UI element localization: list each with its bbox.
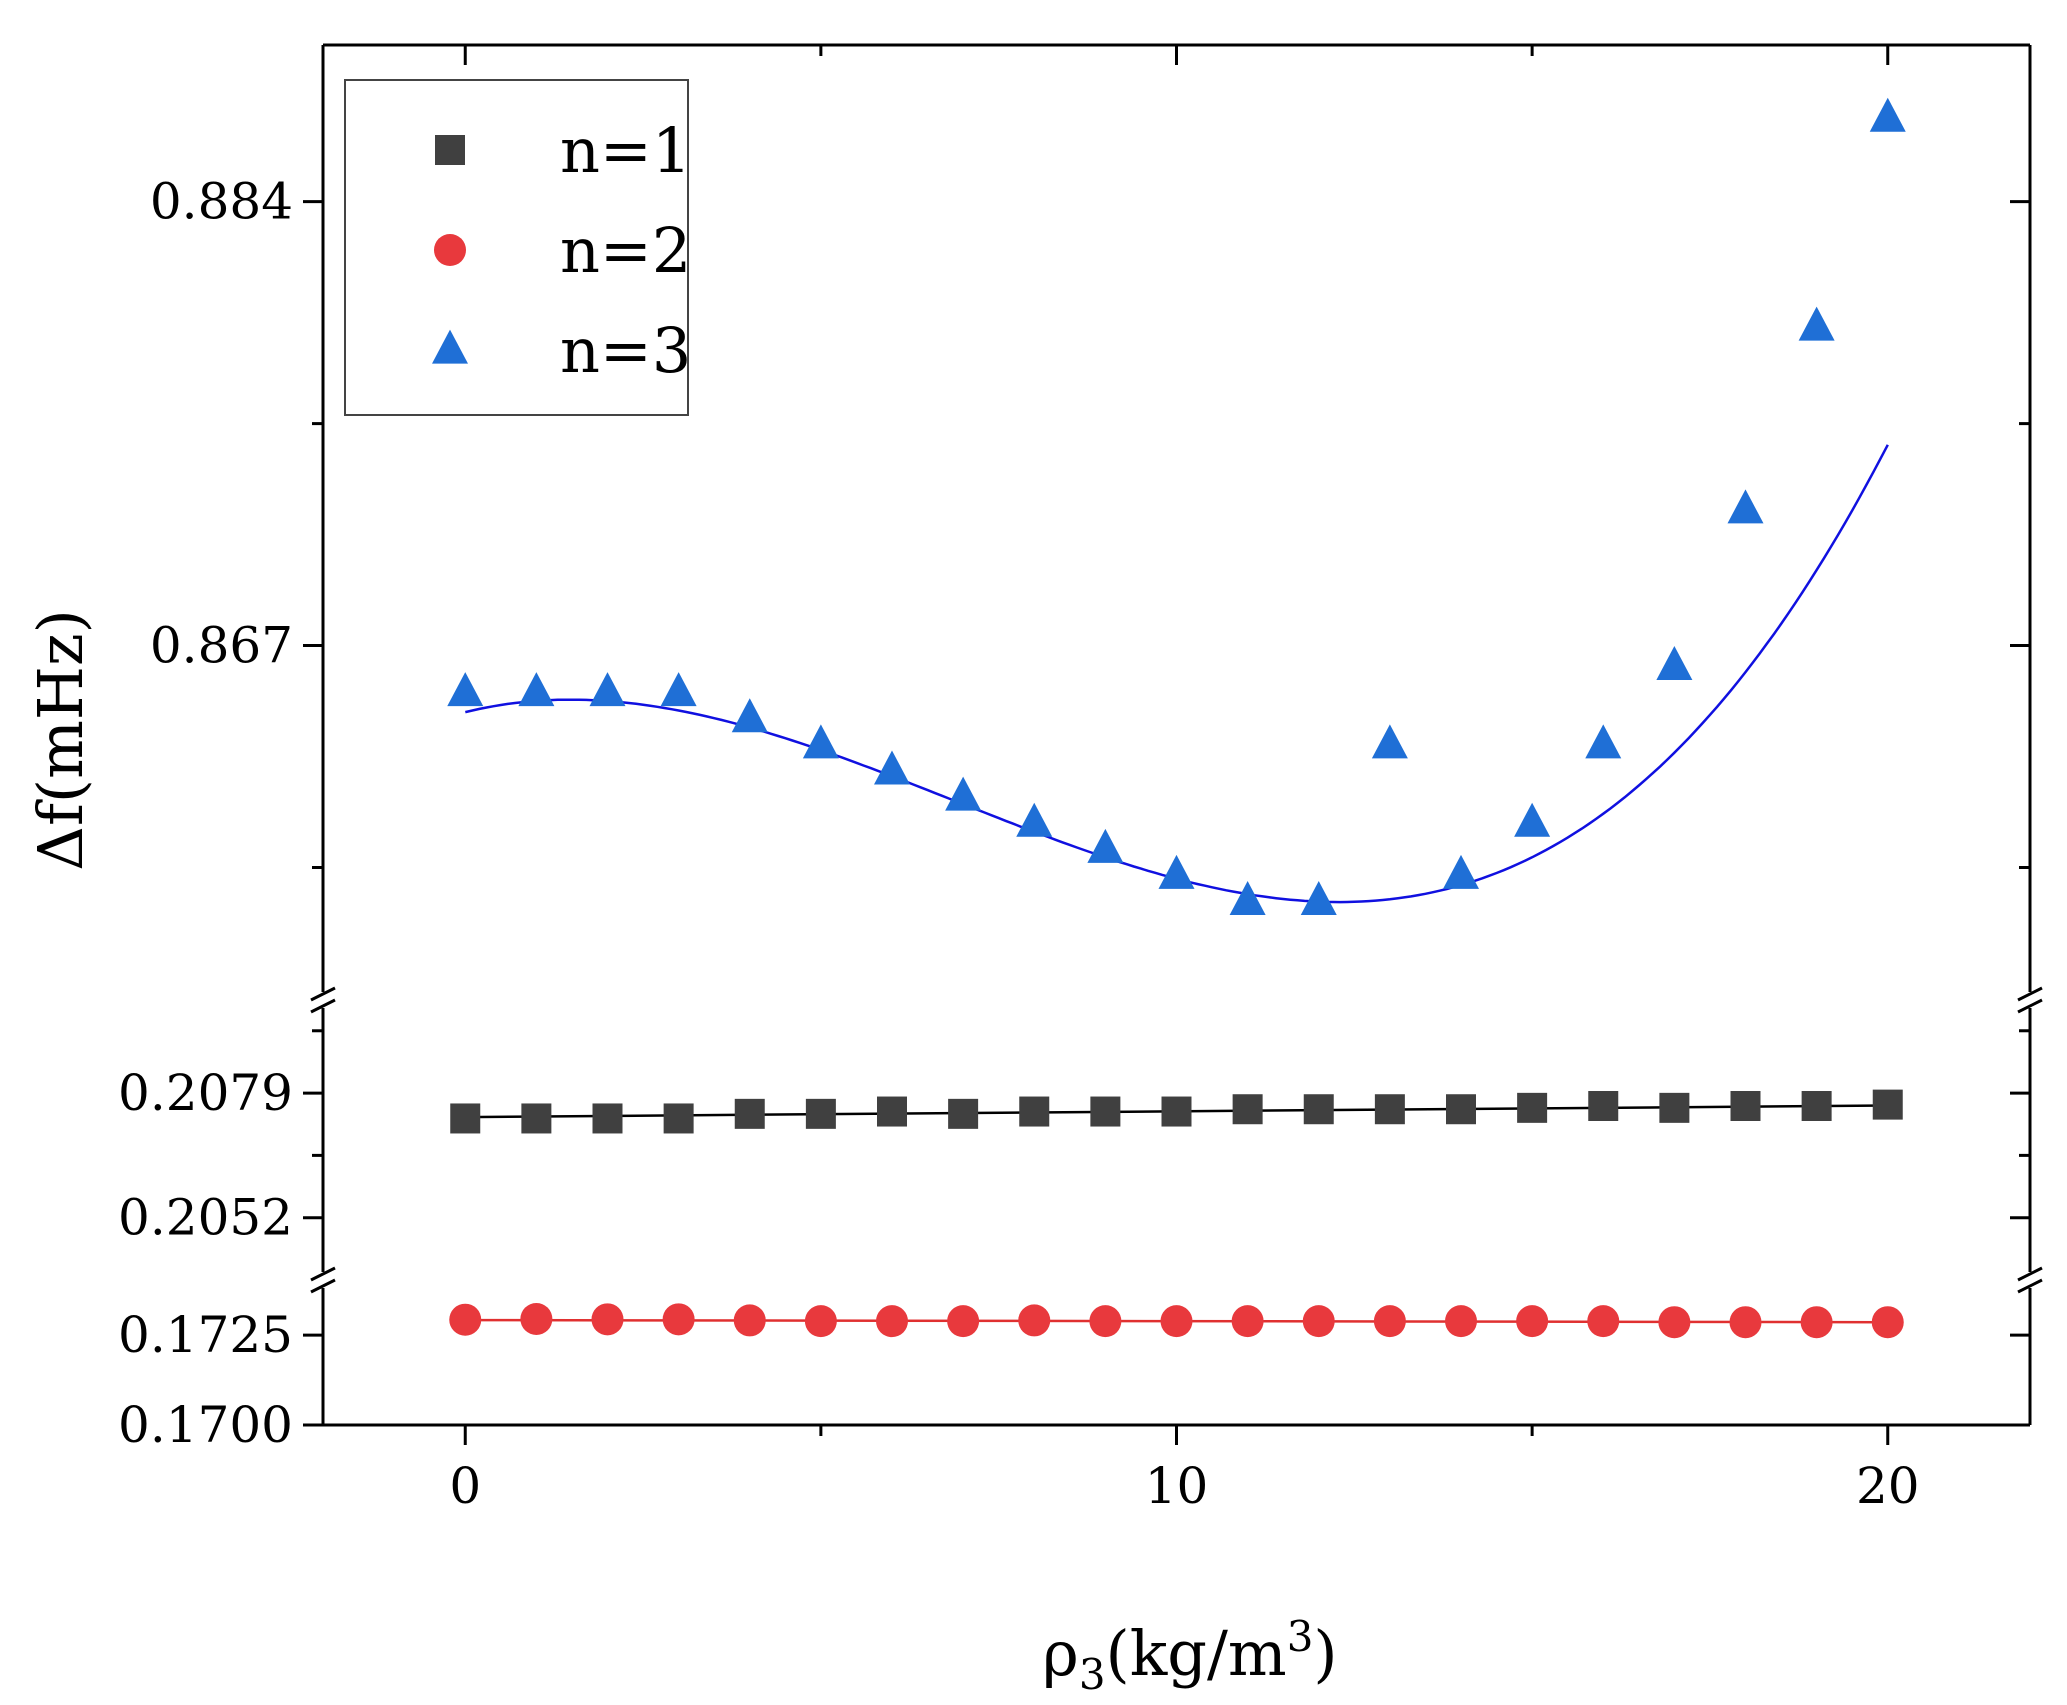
legend-label: n=1 xyxy=(560,114,691,187)
axis-break-mark xyxy=(310,986,336,1002)
data-point-n=2 xyxy=(1231,1305,1264,1338)
data-point-n=3 xyxy=(1798,306,1835,341)
x-axis-title-subscript: 3 xyxy=(1079,1650,1106,1699)
data-point-n=3 xyxy=(1727,489,1764,524)
data-point-n=3 xyxy=(589,672,626,707)
data-point-n=1 xyxy=(805,1098,836,1129)
axis-break-mark xyxy=(2017,1278,2043,1294)
data-point-n=1 xyxy=(592,1103,623,1134)
data-point-n=1 xyxy=(1801,1091,1832,1121)
data-point-n=1 xyxy=(1730,1091,1761,1121)
data-point-n=3 xyxy=(1371,724,1408,759)
data-point-n=2 xyxy=(1089,1305,1122,1338)
data-point-n=1 xyxy=(1161,1096,1192,1127)
data-point-n=3 xyxy=(447,672,484,707)
x-tick-label: 0 xyxy=(449,1457,481,1515)
data-point-n=1 xyxy=(1446,1094,1476,1125)
legend: n=1 n=2 n=3 xyxy=(344,79,691,416)
axis-break-mark xyxy=(310,1266,336,1282)
data-point-n=2 xyxy=(1587,1305,1620,1338)
data-point-n=3 xyxy=(1656,646,1693,681)
data-point-n=3 xyxy=(1514,802,1551,837)
data-point-n=1 xyxy=(1374,1094,1405,1125)
data-point-n=3 xyxy=(945,776,982,811)
data-point-n=2 xyxy=(1445,1305,1477,1338)
y-tick-label: 0.884 xyxy=(150,173,293,231)
y-tick-label: 0.1700 xyxy=(118,1396,293,1454)
data-point-n=1 xyxy=(734,1098,765,1129)
data-point-n=1 xyxy=(1517,1092,1548,1123)
y-tick-label: 0.2052 xyxy=(118,1189,293,1247)
data-point-n=3 xyxy=(802,724,839,759)
x-tick-label: 10 xyxy=(1145,1457,1209,1515)
data-point-n=2 xyxy=(733,1304,766,1337)
legend-marker-n=1 xyxy=(435,135,465,165)
tick-group: 0 10 20 0.1700 0.1725 0.2052 0.2079 0.867 0.884 xyxy=(118,45,2030,1515)
legend-label: n=3 xyxy=(560,314,691,387)
data-point-n=2 xyxy=(876,1305,908,1338)
axis-break-mark xyxy=(2017,986,2043,1002)
data-point-n=3 xyxy=(874,750,910,785)
data-point-n=2 xyxy=(947,1305,980,1338)
x-axis-title-unit-sup: 3 xyxy=(1287,1612,1314,1661)
y-tick-label: 0.1725 xyxy=(118,1306,293,1364)
data-point-n=2 xyxy=(520,1302,553,1335)
data-point-n=2 xyxy=(449,1303,482,1336)
axis-break-mark xyxy=(2017,998,2043,1014)
data-point-n=2 xyxy=(1373,1305,1406,1338)
data-point-n=2 xyxy=(804,1305,837,1338)
data-point-n=2 xyxy=(1018,1304,1051,1337)
data-point-n=2 xyxy=(1160,1305,1193,1338)
data-point-n=1 xyxy=(877,1096,907,1127)
data-point-n=3 xyxy=(731,698,768,733)
data-point-n=3 xyxy=(1229,881,1266,916)
legend-marker-n=2 xyxy=(434,234,466,266)
data-point-n=1 xyxy=(1659,1092,1690,1123)
axis-break-mark xyxy=(310,1278,336,1294)
data-point-n=1 xyxy=(663,1103,694,1134)
data-point-n=2 xyxy=(662,1303,695,1336)
x-axis-title-unit-close: ) xyxy=(1313,1617,1337,1690)
data-point-n=2 xyxy=(1800,1306,1833,1339)
data-point-n=1 xyxy=(948,1098,979,1129)
y-axis-title: Δf(mHz) xyxy=(24,609,97,871)
data-point-n=1 xyxy=(1019,1096,1050,1127)
data-point-n=3 xyxy=(1443,854,1479,889)
data-point-n=3 xyxy=(1087,828,1124,863)
x-axis-title-unit-open: (kg/m xyxy=(1106,1617,1287,1690)
data-point-n=3 xyxy=(1016,802,1053,837)
legend-box xyxy=(344,79,689,416)
data-point-n=1 xyxy=(1872,1089,1903,1120)
data-point-n=2 xyxy=(1871,1306,1904,1339)
data-point-n=1 xyxy=(1090,1096,1121,1127)
data-point-n=1 xyxy=(1588,1091,1619,1121)
data-point-n=3 xyxy=(1869,97,1906,132)
axis-break-mark xyxy=(2017,1266,2043,1282)
data-point-n=2 xyxy=(1302,1305,1335,1338)
data-point-n=2 xyxy=(1516,1305,1549,1338)
data-point-n=3 xyxy=(660,672,697,707)
data-point-n=1 xyxy=(450,1103,481,1134)
legend-marker-n=3 xyxy=(432,329,468,364)
data-point-n=2 xyxy=(1729,1306,1762,1339)
data-markers xyxy=(447,97,1906,1339)
data-point-n=1 xyxy=(1232,1094,1263,1125)
x-tick-label: 20 xyxy=(1856,1457,1920,1515)
y-tick-label: 0.867 xyxy=(150,617,293,675)
data-point-n=3 xyxy=(1585,724,1622,759)
x-axis-title: ρ3(kg/m3) xyxy=(1042,1612,1337,1699)
y-tick-label: 0.2079 xyxy=(118,1064,293,1122)
data-point-n=2 xyxy=(591,1303,624,1336)
data-point-n=1 xyxy=(521,1103,552,1134)
data-point-n=1 xyxy=(1303,1094,1334,1125)
axis-break-mark xyxy=(310,998,336,1014)
legend-label: n=2 xyxy=(560,214,691,287)
data-point-n=3 xyxy=(1300,881,1337,916)
data-point-n=3 xyxy=(1158,854,1195,889)
x-axis-title-symbol: ρ xyxy=(1042,1617,1078,1690)
data-point-n=3 xyxy=(518,672,555,707)
data-point-n=2 xyxy=(1658,1306,1691,1339)
